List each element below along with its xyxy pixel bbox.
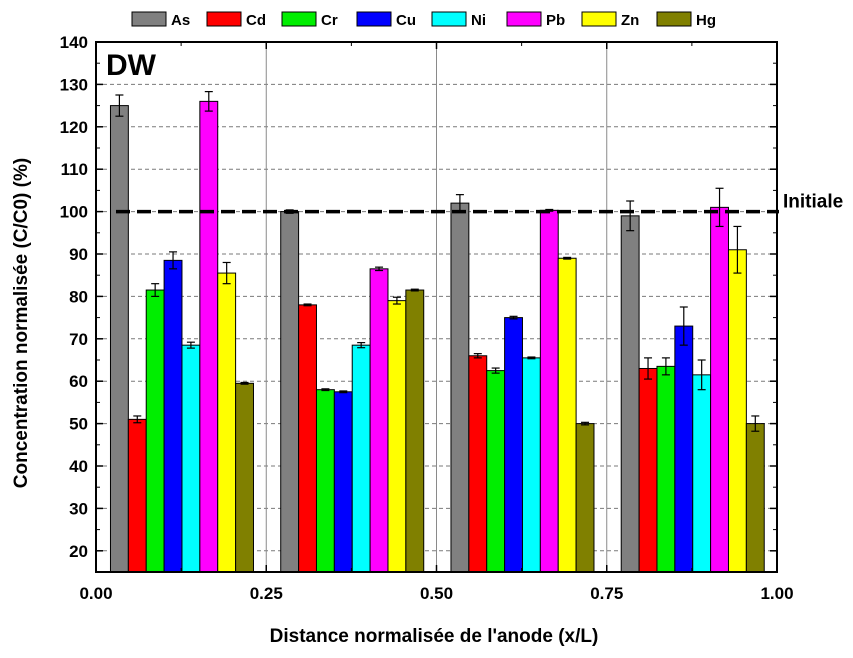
legend-swatch-cd	[206, 11, 242, 27]
bar-cu	[163, 259, 183, 573]
bar-as	[109, 105, 129, 573]
bar-ni	[351, 344, 371, 573]
y-tick-label: 90	[69, 245, 88, 264]
bar-cu	[674, 325, 694, 573]
bar-cd	[127, 418, 147, 573]
bar-hg	[745, 423, 765, 573]
y-tick-label: 100	[60, 203, 88, 222]
x-tick-label: 0.00	[79, 584, 112, 603]
bar-pb	[539, 209, 559, 573]
reference-line-label: Initiale	[783, 192, 843, 213]
y-tick-label: 40	[69, 457, 88, 476]
bar-cd	[638, 367, 658, 573]
legend-swatch-cr	[281, 11, 317, 27]
y-tick-label: 120	[60, 118, 88, 137]
bar-hg	[405, 289, 425, 573]
legend-swatch-ni	[431, 11, 467, 27]
legend-label-cr: Cr	[321, 12, 338, 29]
bar-cd	[298, 304, 317, 573]
bar-pb	[199, 100, 219, 573]
bar-cr	[656, 365, 676, 573]
y-tick-label: 80	[69, 287, 88, 306]
bar-zn	[727, 249, 747, 573]
legend-swatch-as	[131, 11, 167, 27]
bar-ni	[521, 357, 541, 573]
reference-line-group: Initiale	[116, 192, 843, 214]
legend-label-ni: Ni	[471, 12, 486, 29]
x-tick-label: 0.75	[590, 584, 623, 603]
y-tick-label: 50	[69, 415, 88, 434]
legend-label-hg: Hg	[696, 12, 716, 29]
bar-pb	[369, 268, 389, 573]
bar-ni	[181, 344, 201, 573]
legend-label-cu: Cu	[396, 12, 416, 29]
legend-label-as: As	[171, 12, 190, 29]
x-tick-label: 0.50	[420, 584, 453, 603]
legend-swatch-zn	[581, 11, 617, 27]
x-axis-title: Distance normalisée de l'anode (x/L)	[270, 626, 599, 647]
panel-label: DW	[106, 49, 157, 82]
legend-swatch-cu	[356, 11, 392, 27]
bar-zn	[557, 257, 577, 573]
y-tick-label: 30	[69, 499, 88, 518]
y-tick-label: 130	[60, 75, 88, 94]
bar-cr	[145, 289, 165, 573]
y-tick-label: 70	[69, 330, 88, 349]
legend-label-zn: Zn	[621, 12, 639, 29]
y-axis-title: Concentration normalisée (C/C0) (%)	[11, 158, 32, 488]
bar-as	[620, 215, 640, 573]
bar-hg	[575, 423, 595, 573]
bar-zn	[217, 272, 237, 573]
x-tick-label: 1.00	[760, 584, 793, 603]
legend-swatch-hg	[656, 11, 692, 27]
bar-cu	[333, 391, 353, 573]
bar-cd	[468, 355, 488, 573]
y-tick-label: 20	[69, 542, 88, 561]
bar-as	[450, 202, 470, 573]
bar-as	[280, 211, 300, 573]
bar-cr	[486, 370, 506, 573]
bar-cu	[504, 317, 523, 573]
bar-pb	[710, 206, 729, 573]
y-tick-label: 60	[69, 372, 88, 391]
bar-zn	[387, 300, 407, 573]
legend-label-cd: Cd	[246, 12, 266, 29]
legend-swatch-pb	[506, 11, 542, 27]
legend-label-pb: Pb	[546, 12, 565, 29]
legend: As Cd Cr Cu Ni Pb Zn Hg	[131, 11, 716, 29]
bars	[109, 91, 765, 573]
y-tick-label: 110	[61, 160, 88, 179]
x-tick-label: 0.25	[250, 584, 283, 603]
y-tick-label: 140	[60, 33, 88, 52]
axes: 20 30 40 50 60 70 80 90 100 110 120 130 140 0.00 0.25 0…	[60, 33, 794, 603]
bar-hg	[235, 382, 254, 573]
bar-ni	[692, 374, 712, 573]
bar-cr	[315, 389, 335, 573]
